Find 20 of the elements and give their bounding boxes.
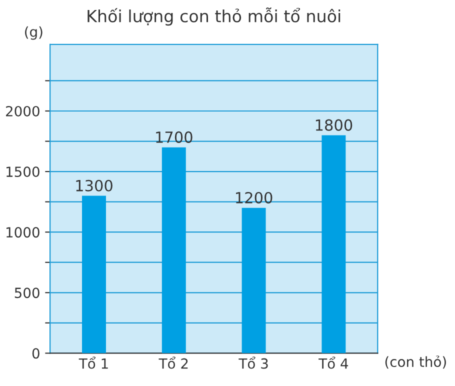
x-tick-label: Tổ 4	[318, 356, 348, 369]
x-tick-label: Tổ 2	[158, 356, 188, 369]
bar	[242, 208, 266, 354]
data-label: 1700	[156, 131, 192, 143]
chart-title: Khối lượng con thỏ mỗi tổ nuôi	[88, 8, 340, 26]
y-tick-label: 500	[14, 288, 40, 298]
x-tick-label: Tổ 3	[238, 356, 268, 369]
y-tick-label: 2000	[6, 106, 40, 116]
data-label: 1300	[76, 180, 112, 192]
data-label: 1200	[236, 192, 272, 204]
y-tick-label: 1000	[6, 227, 40, 238]
x-axis-title: (con thỏ)	[385, 356, 446, 369]
y-tick-label: 0	[32, 348, 40, 359]
bar	[322, 135, 346, 354]
bar	[82, 196, 106, 354]
data-label: 1800	[316, 119, 352, 131]
y-axis-title: (g)	[25, 26, 42, 40]
x-tick-label: Tổ 1	[78, 356, 108, 369]
bar	[162, 147, 186, 354]
y-tick-label: 1500	[6, 166, 40, 178]
